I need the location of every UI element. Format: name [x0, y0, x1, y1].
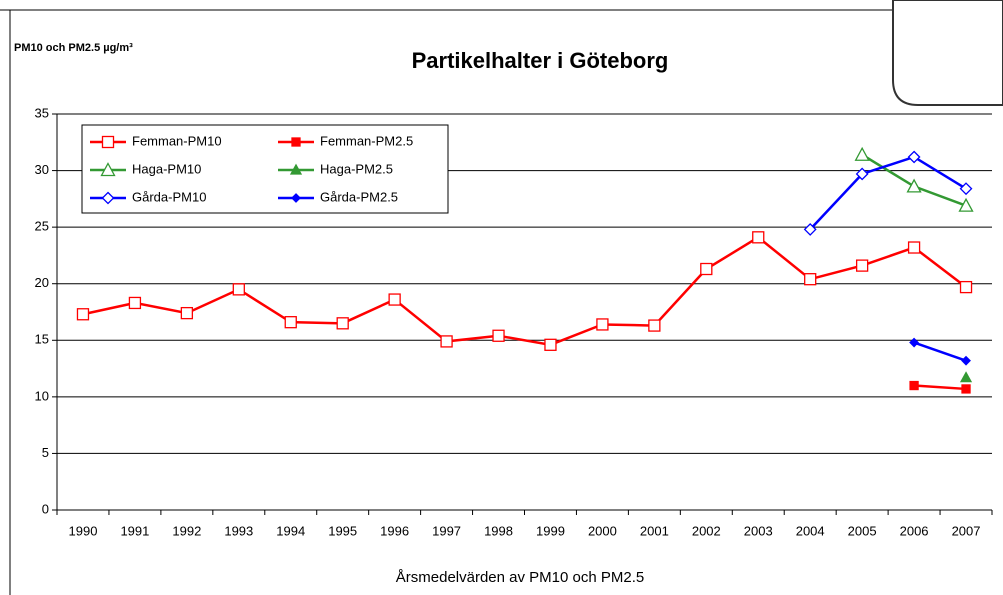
marker: [544, 338, 557, 351]
legend-label: Femman-PM10: [132, 133, 222, 148]
x-tick-label: 2007: [952, 523, 981, 538]
marker: [180, 306, 194, 320]
marker: [959, 280, 973, 294]
x-tick-label: 2003: [744, 523, 773, 538]
plot: 0 5 10 15 20 25 30 35 1990 1991 1992 1993 1994 1995 19…: [35, 105, 993, 538]
marker: [101, 135, 115, 149]
x-tick-label: 1997: [432, 523, 461, 538]
marker: [100, 162, 116, 177]
x-tick-label: 1993: [224, 523, 253, 538]
y-tick-label: 0: [42, 501, 49, 516]
marker: [855, 259, 869, 272]
chart-title: Partikelhalter i Göteborg: [412, 48, 669, 73]
marker: [909, 380, 919, 391]
legend-label: Haga-PM2.5: [320, 161, 393, 176]
marker: [907, 241, 921, 254]
legend-label: Femman-PM2.5: [320, 133, 413, 148]
marker: [854, 146, 870, 161]
legend: Femman-PM10 Femman-PM2.5 Haga-PM10 Haga-PM2…: [81, 124, 449, 214]
marker: [958, 197, 974, 212]
marker: [804, 273, 817, 286]
x-tick-label: 1999: [536, 523, 565, 538]
x-tick-label: 2002: [692, 523, 721, 538]
marker: [291, 193, 301, 203]
series-line: [82, 235, 967, 347]
marker: [596, 318, 609, 331]
marker: [76, 308, 90, 321]
legend-label: Haga-PM10: [132, 161, 201, 176]
y-tick-label: 5: [42, 445, 49, 460]
x-tick-label: 2001: [640, 523, 669, 538]
marker: [959, 182, 973, 196]
legend-box: [81, 124, 449, 214]
marker: [906, 178, 922, 193]
marker: [101, 191, 115, 205]
x-tick-label: 2004: [796, 523, 825, 538]
legend-label: Gårda-PM2.5: [320, 189, 398, 204]
y-tick-label: 15: [35, 332, 49, 347]
marker: [284, 316, 297, 329]
y-axis-label: PM10 och PM2.5 µg/m³: [14, 42, 133, 54]
marker: [388, 293, 401, 306]
y-tick-label: 10: [35, 388, 49, 403]
series-line: [809, 155, 967, 231]
x-tick-label: 1998: [484, 523, 513, 538]
marker: [752, 231, 765, 244]
x-tick-label: 1990: [69, 523, 98, 538]
x-tick-label: 2000: [588, 523, 617, 538]
y-tick-label: 30: [35, 162, 49, 177]
y-tick-label: 25: [35, 219, 49, 234]
marker: [128, 296, 142, 310]
marker: [961, 384, 971, 394]
x-tick-label: 1992: [172, 523, 201, 538]
marker: [336, 317, 349, 330]
marker: [907, 150, 921, 164]
marker: [959, 371, 973, 383]
marker: [440, 335, 453, 348]
marker: [492, 329, 505, 342]
marker: [961, 355, 971, 366]
marker: [909, 337, 920, 348]
x-tick-label: 1996: [380, 523, 409, 538]
marker: [648, 319, 661, 332]
marker: [803, 222, 817, 236]
marker: [232, 283, 245, 296]
series-line: [914, 384, 967, 391]
legend-label: Gårda-PM10: [132, 189, 206, 204]
y-tick-label: 20: [35, 275, 49, 290]
x-tick-label: 2006: [900, 523, 929, 538]
x-tick-label: 2005: [848, 523, 877, 538]
x-tick-label: 1991: [120, 523, 149, 538]
marker: [291, 137, 301, 147]
marker: [289, 163, 303, 175]
marker: [700, 262, 713, 276]
marker: [855, 167, 869, 181]
x-axis-title: Årsmedelvärden av PM10 och PM2.5: [396, 569, 644, 586]
series-line: [913, 341, 967, 362]
overlay-box: [892, 0, 1003, 106]
x-tick-label: 1994: [276, 523, 305, 538]
x-tick-label: 1995: [328, 523, 357, 538]
y-tick-label: 35: [35, 105, 49, 120]
